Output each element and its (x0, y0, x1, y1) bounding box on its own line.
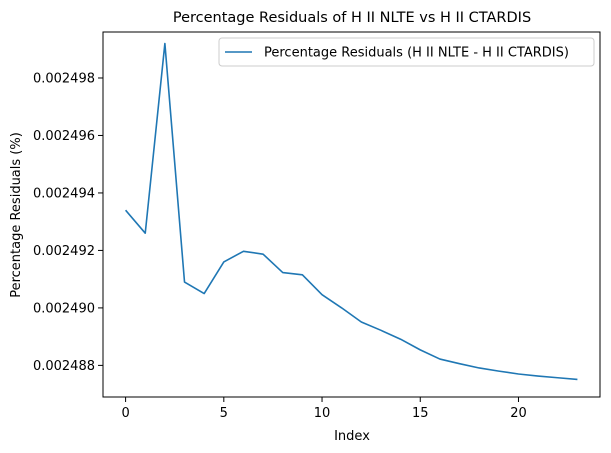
y-tick-label: 0.002490 (33, 301, 95, 316)
y-tick-label: 0.002496 (33, 129, 95, 144)
x-tick-label: 5 (220, 406, 228, 421)
legend: Percentage Residuals (H II NLTE - H II C… (218, 37, 595, 67)
x-tick-label: 10 (314, 406, 331, 421)
x-axis-label: Index (334, 429, 370, 444)
y-tick-label: 0.002494 (33, 186, 95, 201)
x-tick-label: 20 (510, 406, 527, 421)
chart-title: Percentage Residuals of H II NLTE vs H I… (173, 10, 531, 26)
y-tick-label: 0.002492 (33, 244, 95, 259)
y-axis-label: Percentage Residuals (%) (9, 132, 24, 298)
y-tick-label: 0.002498 (33, 71, 95, 86)
series-line (124, 42, 578, 381)
x-axis-ticks: 0 5 10 15 20 (121, 397, 527, 421)
plot-background (103, 32, 600, 397)
y-tick-label: 0.002488 (33, 359, 95, 374)
y-axis-ticks: 0.002488 0.002490 0.002492 0.002494 0.002496… (33, 71, 103, 374)
plot-frame (102, 31, 601, 398)
plot-area (103, 32, 600, 397)
legend-label: Percentage Residuals (H II NLTE - H II C… (264, 46, 569, 61)
x-tick-label: 15 (412, 406, 429, 421)
x-tick-label: 0 (121, 406, 129, 421)
legend-box (218, 37, 595, 67)
